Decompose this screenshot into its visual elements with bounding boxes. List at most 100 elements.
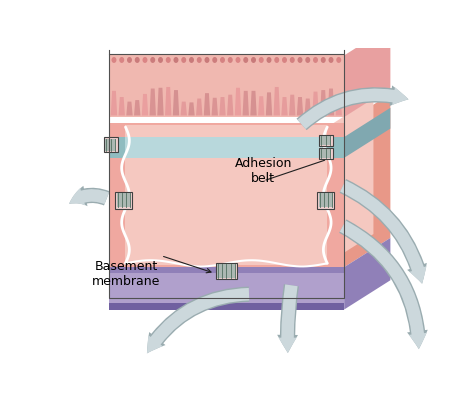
Polygon shape [242,92,248,116]
FancyArrowPatch shape [338,220,427,349]
Ellipse shape [134,58,139,64]
Bar [318,149,332,160]
Ellipse shape [227,58,232,64]
Polygon shape [118,98,125,116]
Polygon shape [234,89,241,116]
Polygon shape [258,97,264,116]
Ellipse shape [188,58,194,64]
Ellipse shape [336,58,340,64]
Polygon shape [110,92,117,116]
Polygon shape [304,99,310,116]
Polygon shape [109,138,344,158]
Ellipse shape [204,58,209,64]
Ellipse shape [150,58,155,64]
Ellipse shape [281,58,287,64]
FancyArrowPatch shape [147,287,249,354]
Polygon shape [149,90,156,116]
Polygon shape [344,109,389,158]
Bar [117,194,130,208]
Ellipse shape [165,58,170,64]
Ellipse shape [219,58,225,64]
Polygon shape [281,98,287,116]
Ellipse shape [312,58,317,64]
Polygon shape [219,98,225,116]
Polygon shape [273,88,279,116]
Polygon shape [312,92,318,116]
Polygon shape [109,268,344,274]
Bar [217,264,235,278]
Ellipse shape [297,58,302,64]
Text: Adhesion
belt: Adhesion belt [234,157,291,185]
Polygon shape [196,99,202,116]
Polygon shape [125,138,327,158]
Ellipse shape [235,58,240,64]
Ellipse shape [258,58,263,64]
Polygon shape [265,93,272,116]
Polygon shape [188,103,194,116]
FancyArrowPatch shape [296,86,407,131]
FancyArrowPatch shape [147,288,248,354]
Polygon shape [109,56,344,118]
Polygon shape [211,98,218,116]
Ellipse shape [243,58,248,64]
FancyArrowPatch shape [339,179,426,284]
Ellipse shape [127,58,132,64]
Polygon shape [344,27,389,118]
Ellipse shape [181,58,186,64]
Ellipse shape [274,58,278,64]
Polygon shape [165,88,171,116]
Bar [109,55,344,298]
Bar [317,192,334,209]
Ellipse shape [119,58,124,64]
Ellipse shape [289,58,294,64]
Ellipse shape [266,58,271,64]
Polygon shape [296,98,303,116]
Ellipse shape [305,58,309,64]
Ellipse shape [158,58,163,64]
Polygon shape [109,124,344,268]
Polygon shape [180,102,187,116]
FancyArrowPatch shape [277,285,298,353]
FancyArrowPatch shape [278,285,297,353]
Bar [215,263,237,280]
FancyArrowPatch shape [339,181,426,284]
FancyArrowPatch shape [339,221,426,349]
Ellipse shape [328,58,333,64]
Bar [318,135,332,147]
Polygon shape [288,96,295,116]
Polygon shape [227,96,233,116]
Polygon shape [172,91,179,116]
Bar [318,194,332,208]
Ellipse shape [173,58,178,64]
FancyArrowPatch shape [69,186,109,207]
Polygon shape [319,91,326,116]
Ellipse shape [142,58,147,64]
Polygon shape [141,95,148,116]
Ellipse shape [250,58,256,64]
Bar [320,137,330,145]
Polygon shape [134,101,140,116]
Polygon shape [250,92,256,116]
FancyArrowPatch shape [297,88,407,130]
Polygon shape [157,89,163,116]
Polygon shape [335,100,341,116]
Bar [104,138,118,153]
Polygon shape [203,94,210,116]
Ellipse shape [212,58,217,64]
Polygon shape [109,304,344,310]
Polygon shape [126,102,132,116]
FancyArrowPatch shape [69,189,109,206]
Polygon shape [327,98,373,264]
Ellipse shape [111,58,116,64]
Bar [115,192,132,209]
Bar [320,150,330,158]
Text: Basement
membrane: Basement membrane [92,260,160,288]
Polygon shape [125,126,327,265]
Ellipse shape [196,58,201,64]
Polygon shape [344,95,389,268]
Ellipse shape [320,58,325,64]
Polygon shape [344,238,389,310]
Polygon shape [109,268,344,310]
Bar [105,139,116,151]
Polygon shape [327,90,334,116]
